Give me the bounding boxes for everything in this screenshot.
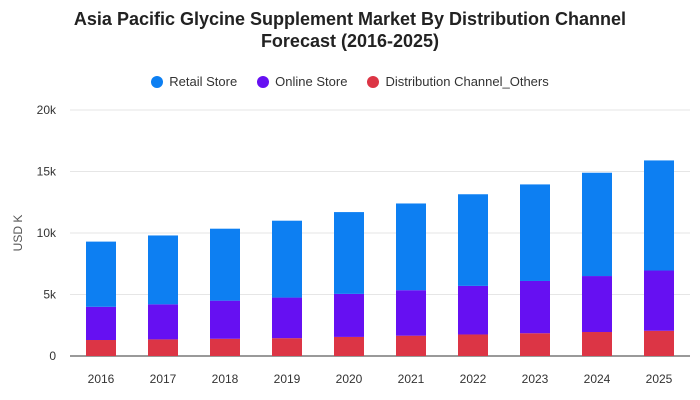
legend-label-online-store: Online Store: [275, 74, 348, 89]
bar-online-store-2020[interactable]: [334, 293, 364, 337]
bar-distribution-channel-others-2020[interactable]: [334, 336, 364, 356]
x-tick-label: 2022: [460, 372, 487, 386]
bar-distribution-channel-others-2019[interactable]: [272, 338, 302, 356]
x-tick-label: 2024: [584, 372, 611, 386]
x-tick-label: 2020: [336, 372, 363, 386]
bar-retail-store-2025[interactable]: [644, 160, 674, 271]
x-tick-label: 2018: [212, 372, 239, 386]
y-tick-label: 0: [49, 349, 56, 363]
bar-distribution-channel-others-2016[interactable]: [86, 340, 116, 356]
bar-distribution-channel-others-2018[interactable]: [210, 338, 240, 356]
legend-item-distribution-channel-others[interactable]: Distribution Channel_Others: [367, 74, 549, 89]
x-tick-label: 2016: [88, 372, 115, 386]
chart-title: Asia Pacific Glycine Supplement Market B…: [0, 8, 700, 52]
x-tick-label: 2023: [522, 372, 549, 386]
bar-online-store-2022[interactable]: [458, 285, 488, 335]
y-axis-label: USD K: [11, 215, 25, 252]
bar-online-store-2017[interactable]: [148, 304, 178, 340]
chart-title-line-2: Forecast (2016-2025): [260, 31, 440, 51]
bar-retail-store-2018[interactable]: [210, 228, 240, 301]
legend-label-distribution-channel-others: Distribution Channel_Others: [385, 74, 549, 89]
bar-distribution-channel-others-2023[interactable]: [520, 333, 550, 356]
bar-distribution-channel-others-2025[interactable]: [644, 330, 674, 356]
legend-swatch-retail-store: [151, 75, 164, 88]
y-tick-label: 10k: [37, 226, 57, 240]
chart-title-line-1: Asia Pacific Glycine Supplement Market B…: [73, 9, 627, 29]
bar-online-store-2025[interactable]: [644, 270, 674, 331]
x-tick-label: 2019: [274, 372, 301, 386]
y-tick-label: 5k: [43, 288, 57, 302]
bar-online-store-2019[interactable]: [272, 297, 302, 339]
bar-retail-store-2022[interactable]: [458, 194, 488, 286]
bar-retail-store-2023[interactable]: [520, 184, 550, 281]
bar-retail-store-2016[interactable]: [86, 241, 116, 307]
bar-online-store-2024[interactable]: [582, 276, 612, 333]
legend-label-retail-store: Retail Store: [169, 74, 238, 89]
bar-online-store-2018[interactable]: [210, 300, 240, 339]
legend-swatch-distribution-channel-others: [367, 75, 380, 88]
bar-distribution-channel-others-2022[interactable]: [458, 334, 488, 356]
bar-online-store-2021[interactable]: [396, 290, 426, 336]
legend-item-retail-store[interactable]: Retail Store: [151, 74, 237, 89]
bar-distribution-channel-others-2024[interactable]: [582, 332, 612, 356]
x-tick-label: 2017: [150, 372, 177, 386]
bar-retail-store-2017[interactable]: [148, 235, 178, 305]
bar-retail-store-2024[interactable]: [582, 172, 612, 277]
x-tick-label: 2025: [646, 372, 673, 386]
y-tick-label: 20k: [37, 103, 57, 117]
bar-distribution-channel-others-2021[interactable]: [396, 335, 426, 356]
bar-online-store-2016[interactable]: [86, 306, 116, 341]
bar-distribution-channel-others-2017[interactable]: [148, 339, 178, 356]
x-tick-labels: 2016 2017 2018 2019 2020 2021 2022 2023 2024 2025: [88, 372, 673, 386]
y-tick-labels: 0 5k 10k 15k 20k: [37, 103, 57, 363]
legend-swatch-online-store: [257, 75, 270, 88]
bar-online-store-2023[interactable]: [520, 280, 550, 334]
bar-retail-store-2021[interactable]: [396, 203, 426, 291]
chart-legend: Retail Store Online Store Distribution C…: [0, 74, 700, 89]
x-tick-label: 2021: [398, 372, 425, 386]
y-tick-label: 15k: [37, 165, 57, 179]
legend-item-online-store[interactable]: Online Store: [257, 74, 347, 89]
bar-retail-store-2019[interactable]: [272, 220, 302, 298]
bar-retail-store-2020[interactable]: [334, 212, 364, 294]
bars: [86, 160, 674, 356]
